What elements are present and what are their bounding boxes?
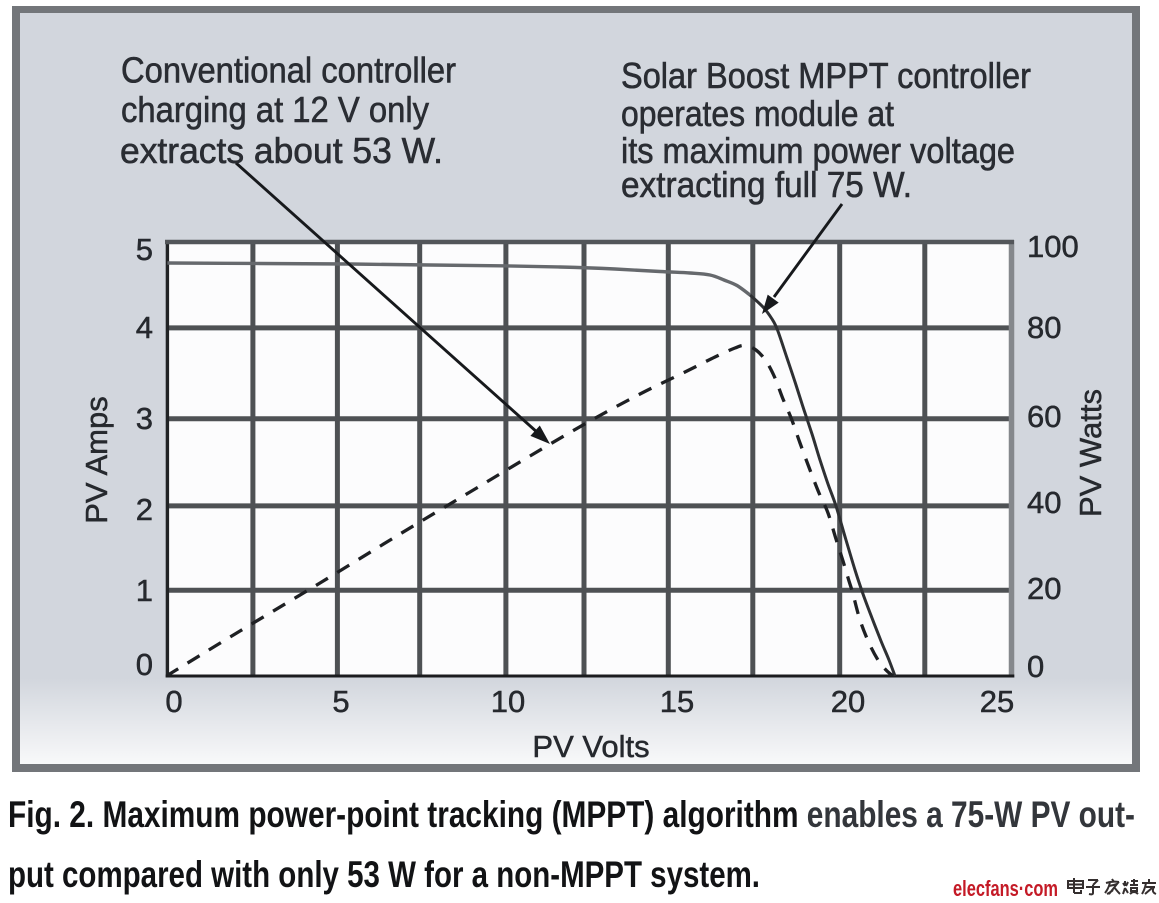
svg-text:10: 10 bbox=[491, 684, 525, 719]
svg-text:2: 2 bbox=[136, 492, 153, 527]
svg-text:its maximum power voltage: its maximum power voltage bbox=[621, 130, 1015, 171]
svg-text:5: 5 bbox=[332, 684, 349, 719]
svg-text:25: 25 bbox=[980, 684, 1014, 719]
svg-text:operates module at: operates module at bbox=[621, 93, 894, 134]
svg-text:80: 80 bbox=[1027, 310, 1061, 345]
svg-text:elecfans·com: elecfans·com bbox=[953, 876, 1058, 901]
svg-text:100: 100 bbox=[1027, 229, 1079, 264]
svg-text:4: 4 bbox=[136, 310, 153, 345]
svg-text:60: 60 bbox=[1027, 399, 1061, 434]
svg-text:Conventional controller: Conventional controller bbox=[121, 50, 456, 91]
svg-text:PV Watts: PV Watts bbox=[1073, 389, 1108, 517]
svg-text:extracts about 53 W.: extracts about 53 W. bbox=[120, 130, 443, 171]
svg-text:40: 40 bbox=[1027, 485, 1061, 520]
svg-text:0: 0 bbox=[165, 684, 182, 719]
svg-text:15: 15 bbox=[660, 684, 694, 719]
svg-text:PV Amps: PV Amps bbox=[79, 396, 114, 524]
svg-text:0: 0 bbox=[136, 647, 153, 682]
svg-text:0: 0 bbox=[1027, 649, 1044, 684]
svg-text:extracting full 75 W.: extracting full 75 W. bbox=[621, 164, 912, 205]
svg-text:20: 20 bbox=[1027, 571, 1061, 606]
svg-text:put compared with only 53 W fo: put compared with only 53 W for a non-MP… bbox=[8, 854, 760, 895]
svg-text:20: 20 bbox=[831, 684, 865, 719]
svg-text:5: 5 bbox=[136, 232, 153, 267]
svg-text:Solar Boost MPPT controller: Solar Boost MPPT controller bbox=[621, 55, 1031, 96]
svg-text:3: 3 bbox=[136, 401, 153, 436]
svg-text:charging at 12 V only: charging at 12 V only bbox=[121, 89, 429, 130]
svg-text:PV Volts: PV Volts bbox=[532, 729, 649, 764]
svg-text:1: 1 bbox=[136, 573, 153, 608]
svg-text:Fig. 2. Maximum power-point tr: Fig. 2. Maximum power-point tracking (MP… bbox=[8, 794, 1135, 835]
